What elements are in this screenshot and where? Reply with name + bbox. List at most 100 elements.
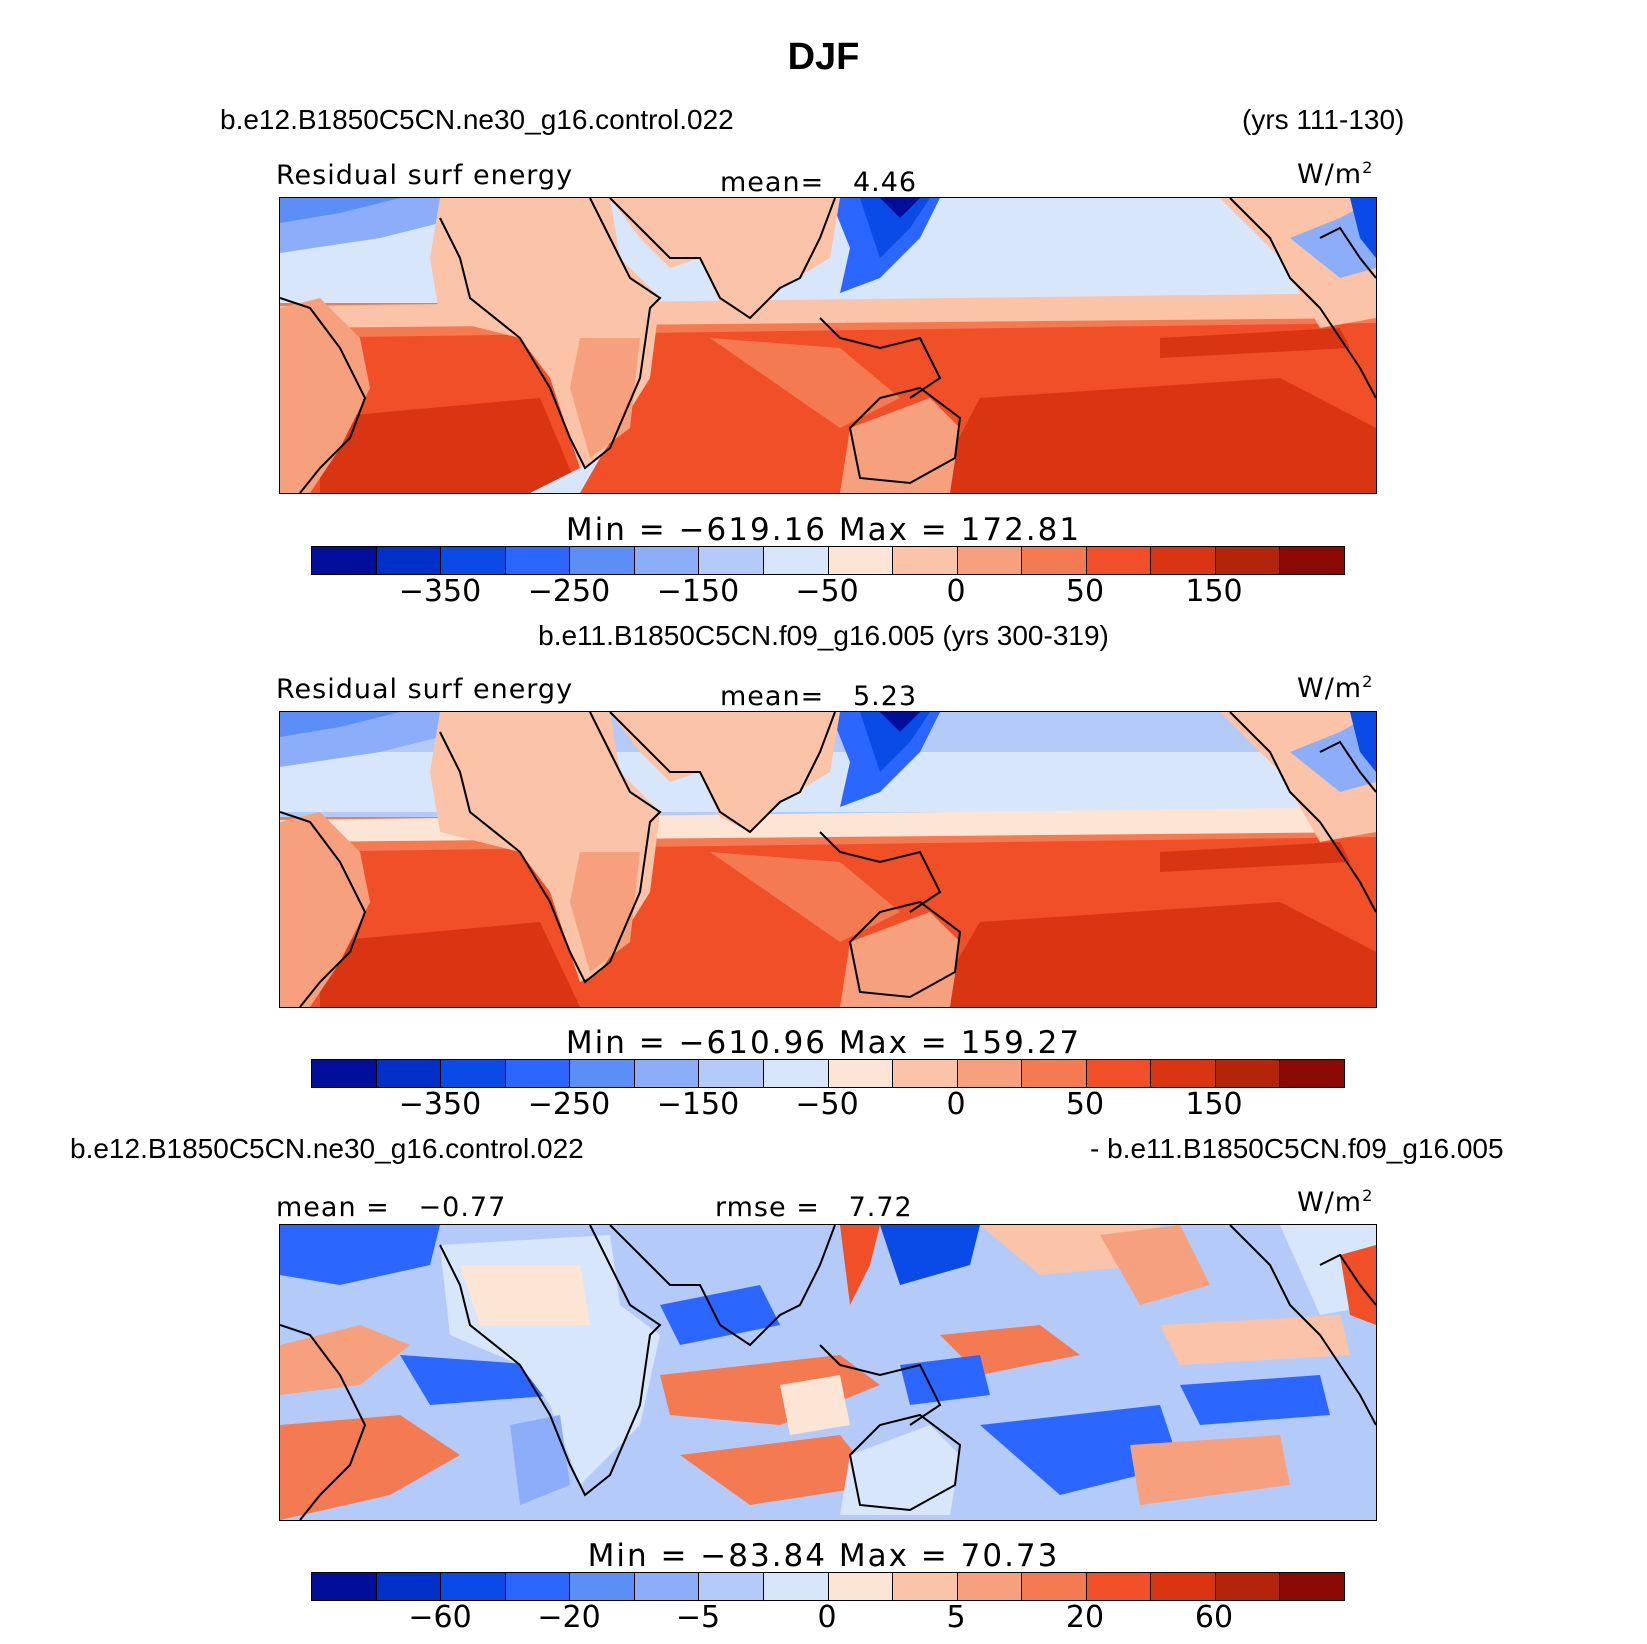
panel1-colorbar-bin xyxy=(1215,547,1281,574)
panel3-colorbar-bin xyxy=(441,1573,506,1600)
panel2-colorbar-bin xyxy=(1086,1060,1152,1087)
panel3-colorbar-bin xyxy=(376,1573,442,1600)
panel1-tick: 50 xyxy=(1065,574,1105,609)
panel3-colorbar-bin xyxy=(1086,1573,1152,1600)
panel2-colorbar-bin xyxy=(699,1060,764,1087)
panel3-colorbar-bin xyxy=(1280,1573,1344,1600)
panel2-colorbar-bin xyxy=(763,1060,829,1087)
panel3-colorbar-bin xyxy=(1215,1573,1281,1600)
panel3-colorbar-bin xyxy=(312,1573,377,1600)
panel3-rmse-value: 7.72 xyxy=(848,1192,913,1223)
panel2-units: W/m2 xyxy=(1297,672,1374,704)
panel2-colorbar-bin xyxy=(441,1060,506,1087)
panel3-colorbar-bin xyxy=(570,1573,635,1600)
panel2-minmax: Min = −610.96 Max = 159.27 xyxy=(565,1025,1082,1061)
panel3-case-b: - b.e11.B1850C5CN.f09_g16.005 xyxy=(1090,1133,1504,1164)
panel3-colorbar-bin xyxy=(699,1573,764,1600)
panel2-colorbar-bin xyxy=(893,1060,958,1087)
panel3-mean: mean = −0.77 xyxy=(276,1192,506,1223)
panel1-mean-value: 4.46 xyxy=(852,167,918,198)
panel2-tick: 0 xyxy=(946,1087,966,1122)
panel2-colorbar-bin xyxy=(828,1060,894,1087)
panel3-colorbar-bin xyxy=(1022,1573,1087,1600)
panel1-colorbar-bin xyxy=(699,547,764,574)
panel3-mean-value: −0.77 xyxy=(418,1192,507,1223)
panel3-tick: 5 xyxy=(946,1600,966,1635)
panel1-colorbar-bin xyxy=(505,547,571,574)
panel3-colorbar-bin xyxy=(828,1573,894,1600)
panel2-tick: −150 xyxy=(656,1087,740,1122)
panel1-colorbar-bin xyxy=(1280,547,1344,574)
panel1-colorbar-bin xyxy=(763,547,829,574)
panel2-tick: −350 xyxy=(398,1087,482,1122)
panel3-map xyxy=(279,1224,1377,1521)
panel3-tick: 20 xyxy=(1065,1600,1105,1635)
panel2-colorbar-bin xyxy=(570,1060,635,1087)
panel3-colorbar-bin xyxy=(505,1573,571,1600)
panel2-colorbar-bin xyxy=(634,1060,700,1087)
panel1-map xyxy=(279,197,1377,494)
panel1-tick: 150 xyxy=(1185,574,1243,609)
panel1-colorbar-bin xyxy=(957,547,1023,574)
panel3-colorbar-bin xyxy=(763,1573,829,1600)
panel1-minmax: Min = −619.16 Max = 172.81 xyxy=(565,512,1082,548)
panel3-tick: −20 xyxy=(537,1600,601,1635)
panel3-tick: 0 xyxy=(817,1600,837,1635)
panel3-tick: −5 xyxy=(675,1600,721,1635)
panel2-tick: 50 xyxy=(1065,1087,1105,1122)
panel1-colorbar-bin xyxy=(1086,547,1152,574)
panel1-colorbar-bin xyxy=(893,547,958,574)
panel3-colorbar-bin xyxy=(634,1573,700,1600)
panel1-tick: 0 xyxy=(946,574,966,609)
figure-title: DJF xyxy=(787,36,860,78)
panel1-tick: −350 xyxy=(398,574,482,609)
panel3-rmse-label: rmse = xyxy=(715,1192,820,1223)
panel1-mean: mean= 4.46 xyxy=(720,167,917,198)
panel3-tick: 60 xyxy=(1194,1600,1234,1635)
panel2-colorbar-bin xyxy=(505,1060,571,1087)
panel2-case-name: b.e11.B1850C5CN.f09_g16.005 (yrs 300-319… xyxy=(538,620,1109,651)
panel1-case-name: b.e12.B1850C5CN.ne30_g16.control.022 xyxy=(220,104,734,135)
panel3-tick: −60 xyxy=(408,1600,472,1635)
panel2-tick: 150 xyxy=(1185,1087,1243,1122)
panel2-colorbar-bin xyxy=(1022,1060,1087,1087)
panel1-colorbar xyxy=(311,546,1345,575)
panel2-colorbar-bin xyxy=(1151,1060,1216,1087)
panel1-mean-label: mean= xyxy=(720,167,825,198)
panel2-colorbar-bin xyxy=(957,1060,1023,1087)
panel1-tick: −50 xyxy=(795,574,859,609)
panel1-colorbar-bin xyxy=(570,547,635,574)
panel1-colorbar-bin xyxy=(1022,547,1087,574)
panel2-variable-label: Residual surf energy xyxy=(276,674,574,705)
panel3-units: W/m2 xyxy=(1297,1186,1374,1218)
panel1-colorbar-bin xyxy=(634,547,700,574)
panel3-rmse: rmse = 7.72 xyxy=(715,1192,913,1223)
panel3-mean-label: mean = xyxy=(276,1192,390,1223)
panel2-map xyxy=(279,711,1377,1008)
panel1-colorbar-bin xyxy=(441,547,506,574)
panel3-case-a: b.e12.B1850C5CN.ne30_g16.control.022 xyxy=(70,1133,584,1164)
panel2-mean-value: 5.23 xyxy=(852,681,918,712)
panel2-colorbar-bin xyxy=(312,1060,377,1087)
panel2-colorbar-bin xyxy=(376,1060,442,1087)
panel3-colorbar-bin xyxy=(893,1573,958,1600)
panel2-colorbar-bin xyxy=(1215,1060,1281,1087)
panel1-colorbar-bin xyxy=(828,547,894,574)
panel1-years: (yrs 111-130) xyxy=(1242,104,1405,135)
panel1-colorbar-bin xyxy=(376,547,442,574)
panel1-units: W/m2 xyxy=(1297,158,1374,190)
panel2-colorbar xyxy=(311,1059,1345,1088)
panel1-variable-label: Residual surf energy xyxy=(276,160,574,191)
panel2-mean: mean= 5.23 xyxy=(720,681,917,712)
panel3-minmax: Min = −83.84 Max = 70.73 xyxy=(587,1538,1060,1574)
panel3-colorbar xyxy=(311,1572,1345,1601)
panel3-colorbar-bin xyxy=(1151,1573,1216,1600)
panel1-tick: −250 xyxy=(527,574,611,609)
panel1-colorbar-bin xyxy=(1151,547,1216,574)
panel2-colorbar-bin xyxy=(1280,1060,1344,1087)
panel2-mean-label: mean= xyxy=(720,681,825,712)
panel1-tick: −150 xyxy=(656,574,740,609)
panel2-tick: −250 xyxy=(527,1087,611,1122)
panel3-colorbar-bin xyxy=(957,1573,1023,1600)
panel2-tick: −50 xyxy=(795,1087,859,1122)
